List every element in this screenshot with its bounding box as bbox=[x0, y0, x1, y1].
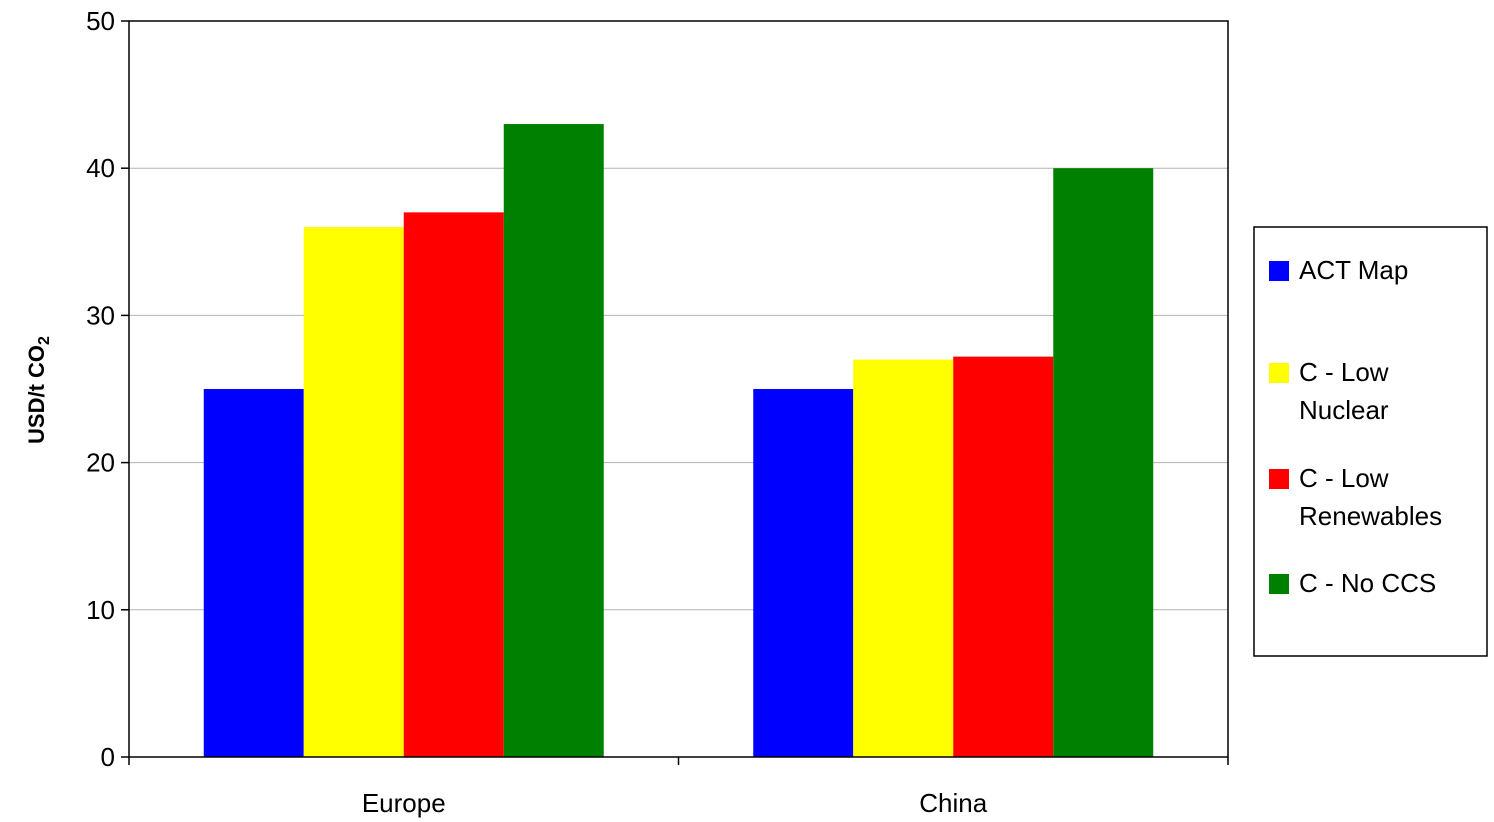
x-axis: Europe China bbox=[128, 757, 1229, 818]
bar-china-0 bbox=[753, 389, 854, 757]
bar-china-1 bbox=[853, 359, 954, 757]
y-tick-label: 20 bbox=[86, 448, 115, 478]
legend: ACT Map C - Low Nuclear C - Low Renewables C … bbox=[1253, 226, 1488, 657]
bar-europe-3 bbox=[503, 124, 604, 758]
x-tick-label: Europe bbox=[362, 788, 446, 818]
legend-box bbox=[1253, 226, 1488, 657]
y-axis-label: USD/t CO2 bbox=[24, 336, 53, 444]
bar-china-3 bbox=[1053, 168, 1154, 757]
bar-europe-1 bbox=[303, 227, 404, 757]
legend-label: ACT Map bbox=[1299, 255, 1408, 285]
bar-europe-2 bbox=[403, 212, 504, 758]
legend-swatch bbox=[1269, 261, 1289, 281]
legend-swatch bbox=[1269, 363, 1289, 383]
legend-label: C - No CCS bbox=[1299, 568, 1436, 598]
y-tick-label: 10 bbox=[86, 595, 115, 625]
legend-label: C - Low bbox=[1299, 357, 1389, 387]
bar-europe-0 bbox=[203, 389, 304, 757]
bar-china-2 bbox=[953, 356, 1054, 757]
x-tick-label: China bbox=[919, 788, 987, 818]
y-tick-label: 30 bbox=[86, 300, 115, 330]
y-tick-label: 0 bbox=[101, 742, 115, 772]
legend-swatch bbox=[1269, 469, 1289, 489]
legend-label: Nuclear bbox=[1299, 395, 1389, 425]
bars bbox=[203, 124, 1154, 758]
legend-label: C - Low bbox=[1299, 463, 1389, 493]
y-axis: 0 10 20 30 40 50 bbox=[86, 6, 129, 772]
y-tick-label: 50 bbox=[86, 6, 115, 36]
y-tick-label: 40 bbox=[86, 153, 115, 183]
legend-label: Renewables bbox=[1299, 501, 1442, 531]
legend-swatch bbox=[1269, 574, 1289, 594]
